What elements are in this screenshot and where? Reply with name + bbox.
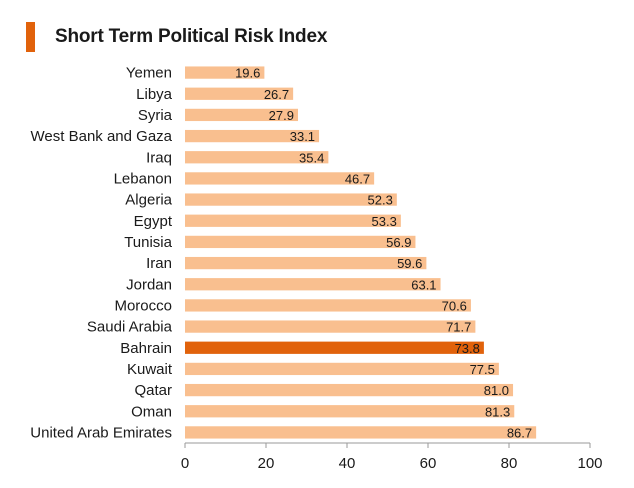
category-label-bahrain: Bahrain [120,340,172,357]
category-label-iraq: Iraq [146,149,172,166]
value-label-egypt: 53.3 [372,214,397,229]
bar-bahrain [185,341,484,354]
bar-jordan [185,278,441,291]
category-label-yemen: Yemen [126,65,172,82]
value-label-united-arab-emirates: 86.7 [507,425,532,440]
chart-header: Short Term Political Risk Index [26,22,327,52]
category-label-syria: Syria [138,107,173,124]
x-tick-label-20: 20 [258,455,275,472]
x-tick-label-100: 100 [577,455,602,472]
category-label-algeria: Algeria [125,192,172,209]
bar-yemen [185,66,265,79]
value-label-west-bank-and-gaza: 33.1 [290,129,315,144]
bar-oman [185,405,515,418]
category-label-saudi-arabia: Saudi Arabia [87,319,173,336]
category-label-iran: Iran [146,255,172,272]
category-label-tunisia: Tunisia [124,234,172,251]
value-label-kuwait: 77.5 [470,362,495,377]
bar-kuwait [185,362,499,376]
category-label-west-bank-and-gaza: West Bank and Gaza [31,128,173,145]
value-label-oman: 81.3 [485,404,510,419]
x-tick-label-40: 40 [339,455,356,472]
value-label-yemen: 19.6 [235,66,260,81]
bars-group: Yemen 19.6 Libya 26.7 Syria 27.9 West Bank and… [30,65,537,441]
category-label-jordan: Jordan [126,276,172,293]
bar-qatar [185,383,514,397]
category-label-kuwait: Kuwait [127,361,173,378]
bar-algeria [185,193,397,206]
value-label-bahrain: 73.8 [455,341,480,356]
value-label-jordan: 63.1 [411,277,436,292]
x-tick-label-0: 0 [181,455,189,472]
category-label-egypt: Egypt [134,213,173,230]
category-label-oman: Oman [131,403,172,420]
bar-iraq [185,151,329,164]
category-label-libya: Libya [136,86,173,103]
bar-united-arab-emirates [185,426,537,439]
value-label-qatar: 81.0 [484,383,509,398]
bar-iran [185,256,427,270]
x-tick-label-60: 60 [420,455,437,472]
x-axis-ticks: 0 20 40 60 80 100 [181,443,603,472]
bar-west-bank-and-gaza [185,129,320,143]
bar-morocco [185,299,471,312]
x-tick-label-80: 80 [501,455,518,472]
chart-title: Short Term Political Risk Index [55,26,328,47]
value-label-syria: 27.9 [269,108,294,123]
bar-syria [185,108,298,122]
bar-saudi-arabia [185,320,476,333]
value-label-iraq: 35.4 [299,150,324,165]
category-label-morocco: Morocco [114,297,172,314]
category-label-qatar: Qatar [134,382,172,399]
bar-libya [185,87,294,100]
category-label-lebanon: Lebanon [114,170,172,187]
bar-lebanon [185,172,375,185]
bar-tunisia [185,235,416,249]
value-label-saudi-arabia: 71.7 [446,320,471,335]
value-label-algeria: 52.3 [368,193,393,208]
category-label-united-arab-emirates: United Arab Emirates [30,424,172,441]
title-accent-bar [26,22,35,52]
bar-egypt [185,214,401,227]
value-label-tunisia: 56.9 [386,235,411,250]
value-label-lebanon: 46.7 [345,171,370,186]
value-label-morocco: 70.6 [442,298,467,313]
value-label-iran: 59.6 [397,256,422,271]
value-label-libya: 26.7 [264,87,289,102]
